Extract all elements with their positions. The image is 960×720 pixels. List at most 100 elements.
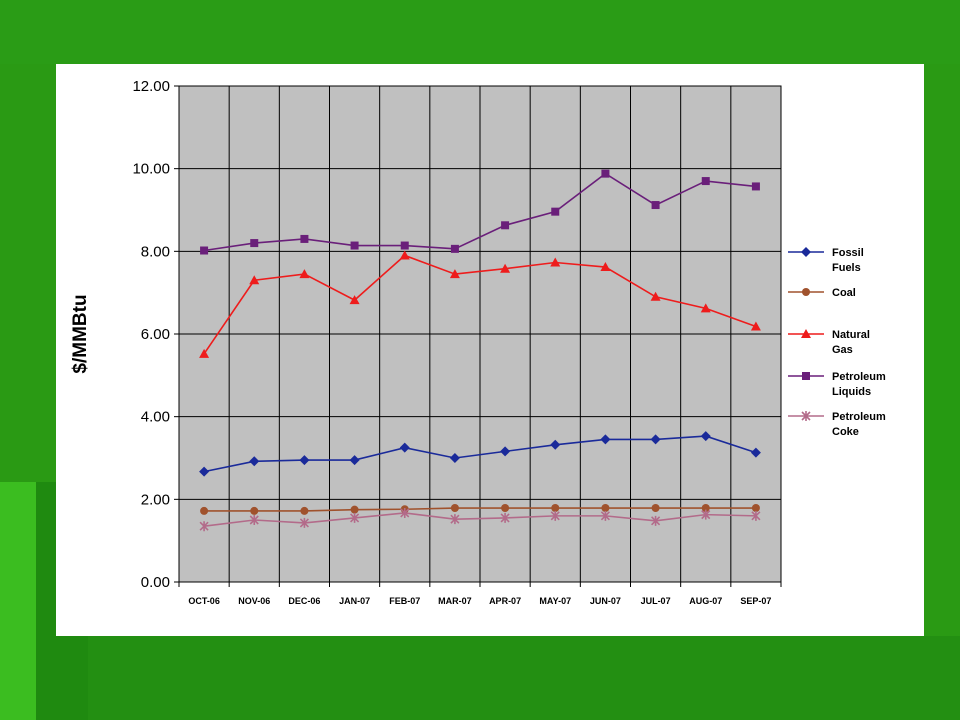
series-line xyxy=(203,512,756,527)
legend-entry: Coal xyxy=(788,287,856,299)
data-point xyxy=(751,504,760,513)
data-point xyxy=(450,504,459,513)
data-point xyxy=(300,234,309,243)
data-point xyxy=(500,512,510,523)
chart-panel: 0.00 2.00 4.00 6.00 8.00 10.00 12.00 OCT-06 NOV… xyxy=(56,64,924,636)
data-point xyxy=(751,182,760,191)
background-stripe-left xyxy=(0,482,36,720)
series-group xyxy=(199,169,761,532)
data-point xyxy=(651,504,660,513)
legend-entry: Fossil Fuels xyxy=(788,247,864,274)
data-point xyxy=(650,291,661,301)
data-point xyxy=(400,241,409,250)
y-tick-label: 2.00 xyxy=(141,491,170,508)
background-band-right xyxy=(924,190,960,490)
data-point xyxy=(501,221,510,230)
data-point xyxy=(300,506,309,515)
legend-entry: Petroleum Liquids xyxy=(788,371,886,398)
data-point xyxy=(350,241,359,250)
data-point xyxy=(350,512,360,523)
y-tick-label: 6.00 xyxy=(141,326,170,343)
data-point xyxy=(249,456,260,467)
legend-label: Gas xyxy=(832,344,853,356)
data-point xyxy=(650,434,661,445)
data-point xyxy=(700,431,711,442)
data-point xyxy=(249,275,260,285)
series-line xyxy=(204,507,756,512)
data-point xyxy=(500,446,511,457)
line-chart: 0.00 2.00 4.00 6.00 8.00 10.00 12.00 OCT-06 NOV… xyxy=(70,78,886,606)
data-point xyxy=(550,257,561,267)
x-tick-label: FEB-07 xyxy=(389,596,420,606)
x-axis-ticks: OCT-06 NOV-06 DEC-06 JAN-07 FEB-07 MAR-07 APR-… xyxy=(178,582,782,606)
data-point xyxy=(349,295,360,305)
y-tick-label: 4.00 xyxy=(141,409,170,426)
y-tick-label: 0.00 xyxy=(141,574,170,591)
data-point xyxy=(700,303,711,313)
data-point xyxy=(750,447,761,458)
series-petroleum-liquids xyxy=(200,169,760,255)
data-point xyxy=(199,521,209,532)
data-point xyxy=(601,169,610,178)
x-tick-label: SEP-07 xyxy=(740,596,771,606)
data-point xyxy=(250,239,259,248)
data-point xyxy=(600,434,611,445)
legend-swatch-marker xyxy=(801,411,811,421)
data-point xyxy=(651,201,660,210)
legend-label: Coal xyxy=(832,287,856,299)
data-point xyxy=(199,466,210,477)
data-point xyxy=(450,514,460,525)
legend-swatch-marker xyxy=(801,247,811,257)
data-point xyxy=(600,510,610,521)
x-tick-label: JAN-07 xyxy=(339,596,370,606)
data-point xyxy=(449,269,460,279)
series-fossil-fuels xyxy=(199,431,761,477)
legend-label: Petroleum xyxy=(832,411,886,423)
data-point xyxy=(550,510,560,521)
background-band-top xyxy=(0,0,960,64)
data-point xyxy=(199,348,210,358)
background-band-bottom xyxy=(88,636,960,720)
data-point xyxy=(449,453,460,463)
legend-label: Natural xyxy=(832,329,870,341)
series-natural-gas xyxy=(199,250,761,358)
legend-label: Liquids xyxy=(832,386,871,398)
legend: Fossil Fuels Coal Natural Gas Petroleum Liquid… xyxy=(788,247,886,438)
y-axis-label: $/MMBtu xyxy=(70,294,91,373)
data-point xyxy=(400,507,410,518)
data-point xyxy=(200,506,209,515)
data-point xyxy=(500,263,511,273)
legend-swatch-marker xyxy=(801,329,811,338)
legend-swatch-marker xyxy=(802,372,810,380)
data-point xyxy=(299,517,309,528)
series-line xyxy=(203,435,757,473)
data-point xyxy=(751,510,761,521)
legend-swatch-marker xyxy=(802,288,810,296)
x-tick-label: JUL-07 xyxy=(641,596,671,606)
data-point xyxy=(601,504,610,513)
gridlines xyxy=(179,86,781,582)
x-tick-label: MAY-07 xyxy=(539,596,571,606)
data-point xyxy=(550,439,561,450)
data-point xyxy=(450,244,459,253)
x-tick-label: APR-07 xyxy=(489,596,521,606)
data-point xyxy=(349,455,360,466)
y-axis-ticks: 0.00 2.00 4.00 6.00 8.00 10.00 12.00 xyxy=(132,78,179,591)
series-petroleum-coke xyxy=(199,507,761,532)
data-point xyxy=(399,250,410,260)
data-point xyxy=(551,207,560,216)
data-point xyxy=(299,455,310,466)
x-tick-label: AUG-07 xyxy=(689,596,722,606)
legend-entry: Natural Gas xyxy=(788,329,870,356)
data-point xyxy=(701,504,710,513)
data-point xyxy=(200,246,209,255)
series-line xyxy=(203,254,757,355)
y-tick-label: 10.00 xyxy=(132,161,170,178)
series-line xyxy=(203,172,757,252)
x-tick-label: JUN-07 xyxy=(590,596,621,606)
legend-label: Fossil xyxy=(832,247,864,259)
data-point xyxy=(249,515,259,525)
legend-label: Fuels xyxy=(832,262,861,274)
data-point xyxy=(551,504,560,513)
data-point xyxy=(399,442,410,453)
